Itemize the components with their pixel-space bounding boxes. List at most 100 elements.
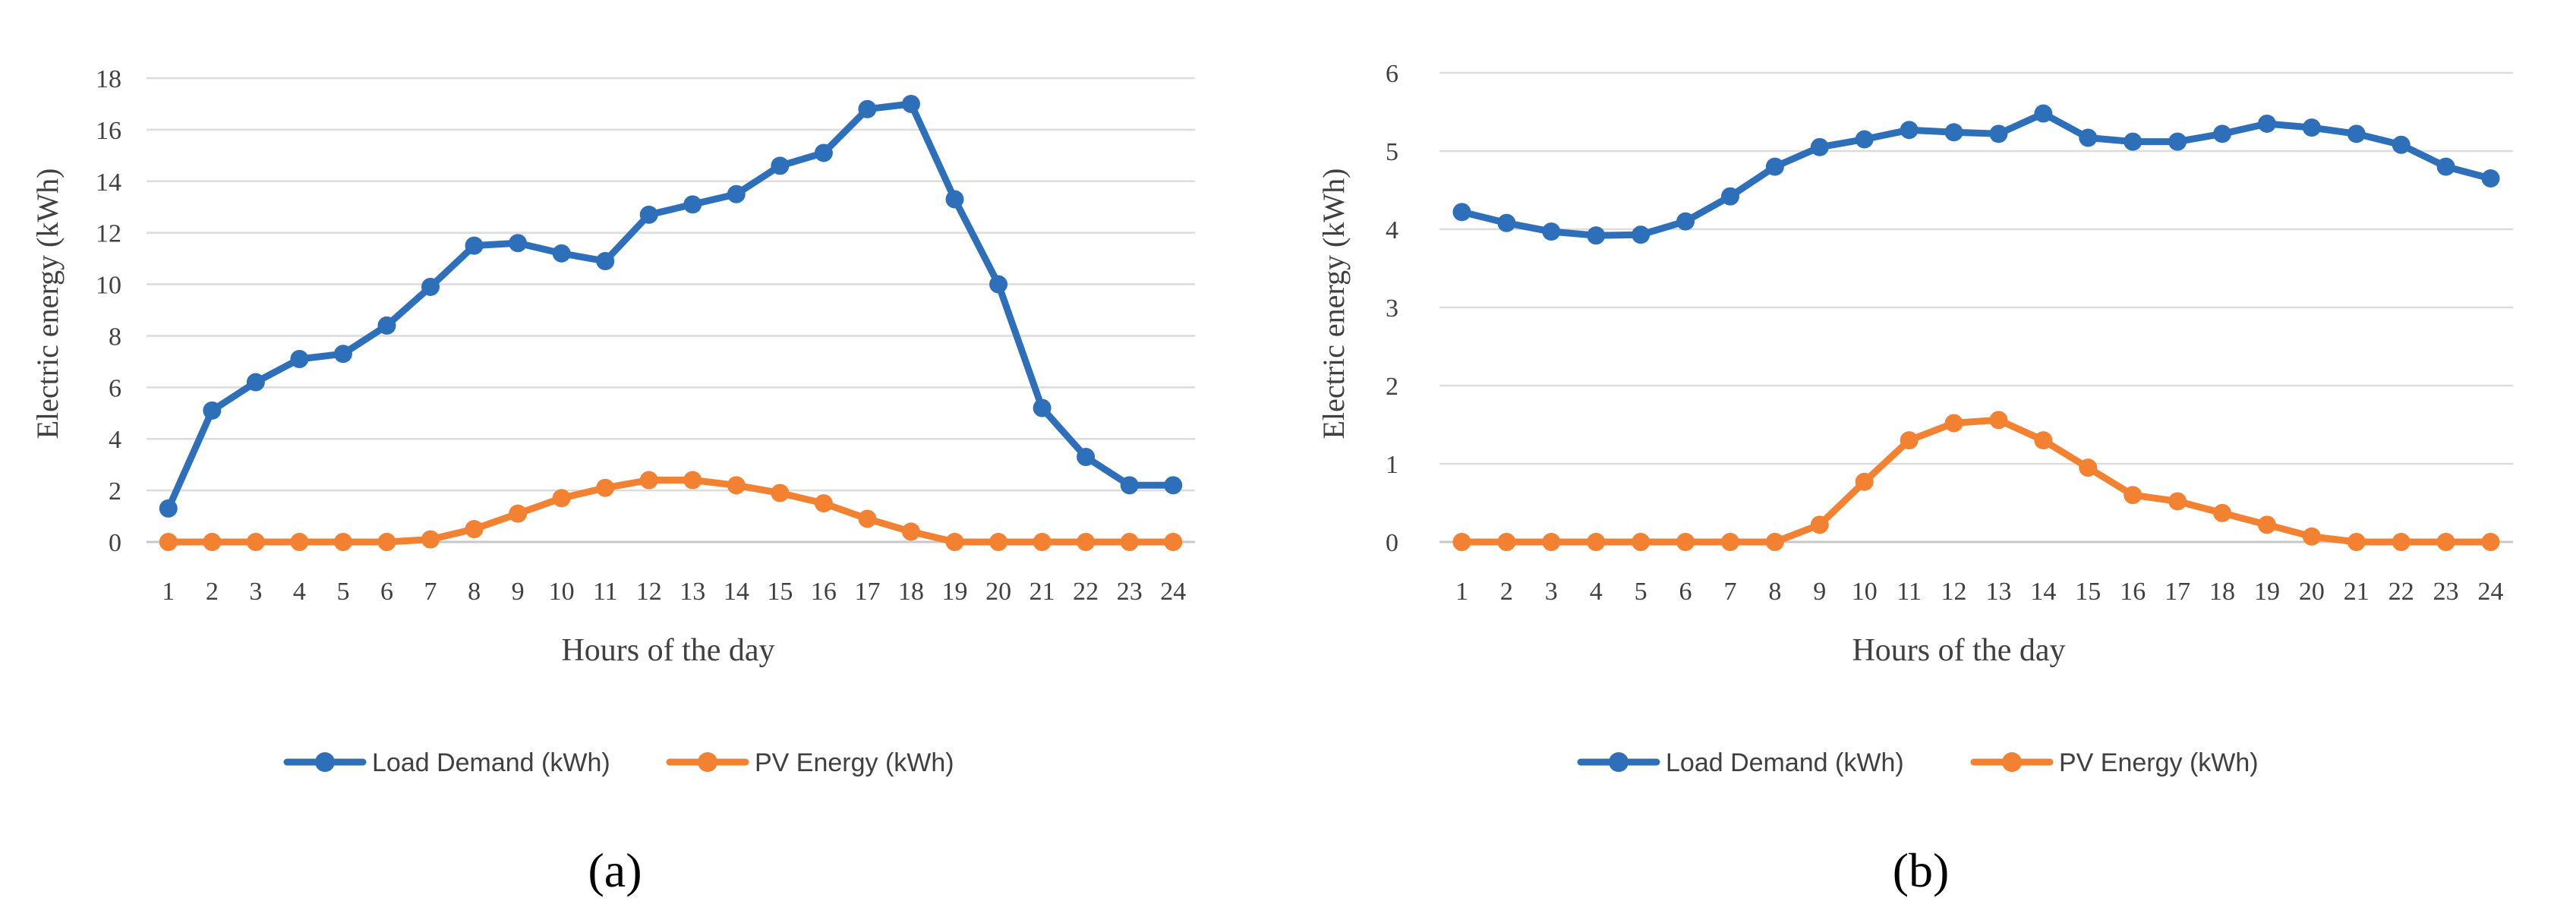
- data-point-load-demand-kwh: [465, 236, 484, 255]
- x-tick-label: 4: [293, 578, 306, 606]
- data-point-load-demand-kwh: [1077, 447, 1096, 466]
- data-point-pv-energy-kwh: [596, 478, 615, 497]
- data-point-pv-energy-kwh: [2124, 486, 2142, 505]
- y-tick-label: 8: [109, 323, 121, 351]
- data-point-pv-energy-kwh: [377, 533, 396, 551]
- data-point-load-demand-kwh: [290, 349, 309, 368]
- data-point-pv-energy-kwh: [1855, 472, 1874, 491]
- x-tick-label: 6: [380, 578, 393, 606]
- data-point-load-demand-kwh: [1989, 124, 2008, 143]
- data-point-pv-energy-kwh: [1033, 533, 1052, 551]
- series-line-pv-energy-kwh: [1458, 416, 2494, 546]
- data-point-load-demand-kwh: [2436, 157, 2455, 176]
- x-tick-label: 10: [1852, 578, 1878, 606]
- data-point-load-demand-kwh: [2034, 104, 2053, 123]
- data-point-pv-energy-kwh: [727, 476, 746, 495]
- data-point-pv-energy-kwh: [465, 520, 484, 539]
- x-tick-label: 17: [854, 578, 880, 606]
- x-tick-label: 15: [767, 578, 793, 606]
- x-tick-label: 1: [1455, 578, 1468, 606]
- data-point-load-demand-kwh: [1452, 203, 1471, 222]
- data-point-pv-energy-kwh: [1632, 533, 1651, 551]
- data-point-load-demand-kwh: [1497, 213, 1516, 232]
- x-axis-label: Hours of the day: [561, 633, 774, 668]
- data-point-pv-energy-kwh: [552, 489, 571, 508]
- x-tick-label: 16: [811, 578, 837, 606]
- data-point-load-demand-kwh: [1810, 137, 1829, 156]
- data-point-pv-energy-kwh: [246, 533, 265, 551]
- data-point-pv-energy-kwh: [2392, 533, 2410, 551]
- data-point-load-demand-kwh: [203, 401, 222, 420]
- data-point-pv-energy-kwh: [1497, 533, 1516, 551]
- data-point-pv-energy-kwh: [509, 504, 528, 523]
- data-point-load-demand-kwh: [858, 99, 877, 118]
- data-point-load-demand-kwh: [639, 205, 658, 224]
- data-point-pv-energy-kwh: [2481, 533, 2500, 551]
- legend-marker-pv-energy-kwh: [698, 752, 717, 772]
- x-tick-label: 7: [424, 578, 437, 606]
- data-point-load-demand-kwh: [1944, 123, 1963, 142]
- x-tick-label: 11: [593, 578, 618, 606]
- legend-label-load-demand-kwh: Load Demand (kWh): [372, 748, 610, 777]
- legend-marker-load-demand-kwh: [1609, 752, 1629, 772]
- x-tick-label: 20: [985, 578, 1011, 606]
- data-point-pv-energy-kwh: [2079, 458, 2098, 477]
- data-point-pv-energy-kwh: [771, 484, 790, 502]
- data-point-pv-energy-kwh: [2257, 515, 2276, 534]
- data-point-load-demand-kwh: [159, 499, 178, 518]
- x-tick-label: 18: [898, 578, 924, 606]
- data-point-pv-energy-kwh: [683, 471, 702, 490]
- data-point-pv-energy-kwh: [1164, 533, 1183, 551]
- x-tick-label: 4: [1590, 578, 1603, 606]
- x-tick-label: 13: [679, 578, 705, 606]
- data-point-pv-energy-kwh: [2347, 533, 2366, 551]
- y-tick-label: 18: [96, 65, 121, 93]
- x-tick-label: 20: [2299, 578, 2325, 606]
- x-tick-label: 22: [1073, 578, 1099, 606]
- series-line-load-demand-kwh: [1458, 110, 2494, 239]
- y-tick-label: 10: [96, 272, 121, 300]
- data-point-load-demand-kwh: [727, 184, 746, 203]
- y-tick-label: 4: [1386, 216, 1398, 244]
- x-tick-label: 19: [2254, 578, 2280, 606]
- panel-label: (b): [1893, 843, 1950, 897]
- y-tick-label: 1: [1386, 451, 1398, 479]
- y-axis-label: Electric energy (kWh): [30, 169, 65, 439]
- y-tick-label: 6: [109, 374, 121, 402]
- x-tick-label: 12: [1941, 578, 1967, 606]
- data-point-load-demand-kwh: [509, 234, 528, 253]
- x-tick-label: 14: [724, 578, 749, 606]
- data-point-load-demand-kwh: [552, 244, 571, 263]
- x-tick-label: 21: [2344, 578, 2369, 606]
- data-point-load-demand-kwh: [2392, 135, 2410, 154]
- data-point-load-demand-kwh: [421, 277, 440, 296]
- data-point-load-demand-kwh: [1033, 398, 1052, 417]
- data-point-pv-energy-kwh: [1810, 515, 1829, 534]
- data-point-pv-energy-kwh: [2436, 533, 2455, 551]
- x-tick-label: 2: [206, 578, 219, 606]
- data-point-load-demand-kwh: [945, 190, 964, 209]
- y-tick-label: 0: [1386, 529, 1398, 557]
- data-point-load-demand-kwh: [989, 275, 1008, 294]
- legend-label-pv-energy-kwh: PV Energy (kWh): [2059, 748, 2259, 777]
- series-line-load-demand-kwh: [165, 100, 1177, 512]
- data-point-load-demand-kwh: [1900, 121, 1919, 140]
- data-point-pv-energy-kwh: [1720, 533, 1739, 551]
- data-point-load-demand-kwh: [2213, 124, 2232, 143]
- x-tick-label: 8: [1768, 578, 1781, 606]
- data-point-load-demand-kwh: [2302, 118, 2321, 137]
- data-point-pv-energy-kwh: [639, 471, 658, 490]
- x-tick-label: 17: [2165, 578, 2190, 606]
- y-tick-label: 2: [1386, 373, 1398, 401]
- data-point-pv-energy-kwh: [858, 509, 877, 528]
- x-tick-label: 14: [2030, 578, 2056, 606]
- data-point-pv-energy-kwh: [1676, 533, 1695, 551]
- data-point-load-demand-kwh: [771, 156, 790, 175]
- x-tick-label: 15: [2075, 578, 2101, 606]
- data-point-pv-energy-kwh: [1587, 533, 1606, 551]
- data-point-load-demand-kwh: [1164, 476, 1183, 495]
- y-tick-label: 14: [96, 169, 121, 197]
- data-point-load-demand-kwh: [1542, 222, 1561, 241]
- y-tick-label: 2: [109, 477, 121, 506]
